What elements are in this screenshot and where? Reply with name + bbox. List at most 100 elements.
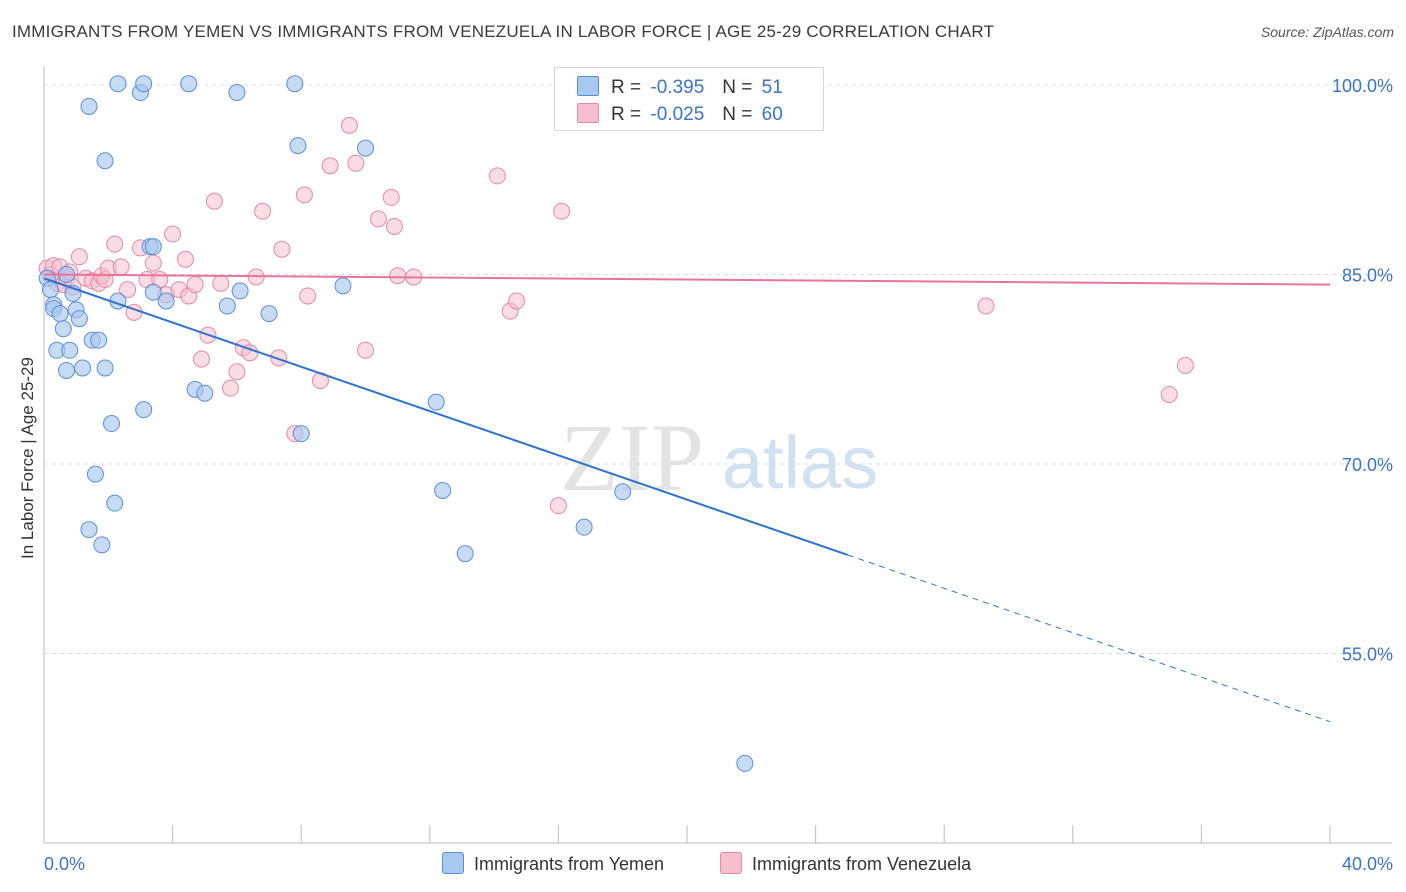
venezuela-point (221, 379, 239, 397)
venezuela-point (357, 341, 374, 359)
venezuela-point (228, 363, 246, 381)
yemen-points (38, 75, 754, 772)
venezuela-point (549, 497, 567, 515)
venezuela-point (270, 349, 288, 367)
venezuela-trend-line (43, 273, 1331, 286)
venezuela-point (389, 267, 407, 285)
yemen-point (434, 482, 452, 500)
yemen-point (218, 297, 236, 315)
yemen-point (260, 305, 278, 323)
yemen-point (93, 536, 111, 554)
yemen-point (80, 97, 98, 115)
axes (43, 66, 1392, 844)
yemen-point (334, 277, 352, 295)
yemen-point (135, 75, 153, 93)
watermark-atlas: atlas (722, 421, 878, 504)
venezuela-point (340, 116, 358, 134)
y-tick-label: 70.0% (1342, 455, 1393, 475)
venezuela-point (205, 192, 223, 210)
venezuela-point (488, 167, 506, 185)
venezuela-point (553, 202, 571, 220)
yemen-point (109, 75, 127, 93)
venezuela-point (508, 292, 526, 310)
yemen-point (61, 341, 79, 359)
venezuela-point (299, 287, 317, 305)
venezuela-point (212, 274, 230, 292)
yemen-point (106, 494, 124, 512)
source-credit: Source: ZipAtlas.com (1260, 24, 1394, 40)
chart-title: IMMIGRANTS FROM YEMEN VS IMMIGRANTS FROM… (12, 22, 995, 41)
tick-labels: 55.0% 70.0% 85.0% 100.0% 0.0% 40.0% (44, 76, 1393, 874)
yemen-point (456, 545, 474, 563)
yemen-point (575, 518, 593, 536)
legend-n-value-yemen: 51 (761, 77, 783, 98)
legend-r-value-venezuela: -0.025 (650, 104, 705, 125)
watermark: ZIP atlas (560, 404, 878, 511)
legend-n-label: N = (722, 77, 753, 98)
venezuela-point (1160, 385, 1178, 403)
watermark-zip: ZIP (560, 404, 704, 511)
x-tick-label: 40.0% (1342, 854, 1393, 874)
bottom-legend-yemen: Immigrants from Yemen (442, 852, 664, 875)
yemen-point (357, 139, 374, 157)
yemen-point (289, 137, 307, 155)
venezuela-point (112, 258, 130, 276)
venezuela-point (347, 154, 365, 172)
venezuela-point (193, 350, 211, 368)
venezuela-point (382, 188, 400, 206)
y-axis-label: In Labor Force | Age 25-29 (18, 357, 37, 559)
legend-n-label: N = (722, 104, 753, 125)
yemen-point (135, 401, 153, 419)
yemen-point (144, 238, 162, 256)
yemen-point (96, 359, 114, 377)
y-tick-label: 85.0% (1342, 265, 1393, 285)
yemen-trend-extension (847, 554, 1331, 723)
legend-r-label: R = (611, 77, 642, 98)
bottom-legend-label-yemen: Immigrants from Yemen (474, 854, 665, 874)
venezuela-point (977, 297, 995, 315)
legend-row-yemen: R = -0.395 N = 51 (577, 76, 783, 98)
yemen-point (86, 465, 104, 483)
venezuela-point (369, 210, 387, 228)
legend-r-label: R = (611, 104, 642, 125)
yemen-point (103, 415, 121, 433)
yemen-point (41, 281, 59, 299)
bottom-legend-swatch-yemen (442, 852, 464, 874)
venezuela-point (273, 240, 291, 258)
venezuela-point (106, 235, 124, 253)
yemen-point (144, 283, 162, 301)
yemen-point (228, 84, 246, 102)
trend-lines (43, 273, 1331, 723)
legend-r-value-yemen: -0.395 (650, 77, 705, 98)
venezuela-point (144, 254, 162, 272)
bottom-legend-label-venezuela: Immigrants from Venezuela (752, 854, 972, 874)
venezuela-point (176, 250, 194, 268)
yemen-point (90, 331, 108, 349)
yemen-point (51, 305, 69, 323)
correlation-legend: R = -0.395 N = 51 R = -0.025 N = 60 (554, 67, 824, 131)
venezuela-point (385, 217, 403, 235)
venezuela-point (321, 157, 339, 175)
yemen-point (180, 75, 198, 93)
yemen-point (736, 754, 754, 772)
yemen-point (80, 521, 98, 539)
venezuela-point (254, 202, 272, 220)
venezuela-point (70, 248, 88, 266)
yemen-point (54, 320, 72, 338)
bottom-legend-venezuela: Immigrants from Venezuela (720, 852, 971, 875)
y-tick-label: 55.0% (1342, 644, 1393, 664)
yemen-point (74, 359, 92, 377)
yemen-point (70, 310, 88, 328)
yemen-point (292, 425, 310, 443)
venezuela-point (1176, 356, 1194, 374)
venezuela-point (119, 281, 137, 299)
yemen-point (614, 483, 632, 501)
legend-swatch-yemen (577, 76, 599, 96)
legend-row-venezuela: R = -0.025 N = 60 (577, 103, 783, 125)
yemen-point (157, 292, 175, 310)
y-tick-label: 100.0% (1332, 76, 1393, 96)
venezuela-point (186, 276, 204, 294)
yemen-point (96, 152, 114, 170)
legend-n-value-venezuela: 60 (761, 104, 783, 125)
